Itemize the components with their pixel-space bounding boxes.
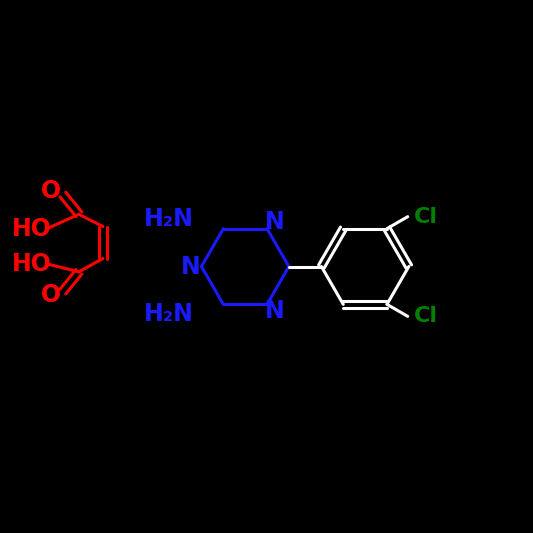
Text: Cl: Cl [414, 207, 438, 227]
Text: H₂N: H₂N [144, 207, 194, 231]
Text: H₂N: H₂N [144, 302, 194, 326]
Text: HO: HO [12, 252, 52, 276]
Text: N: N [265, 299, 285, 323]
Text: N: N [265, 210, 285, 234]
Text: HO: HO [12, 216, 52, 241]
Text: O: O [41, 179, 61, 204]
Text: O: O [41, 282, 61, 307]
Text: Cl: Cl [414, 306, 438, 326]
Text: N: N [181, 254, 201, 279]
